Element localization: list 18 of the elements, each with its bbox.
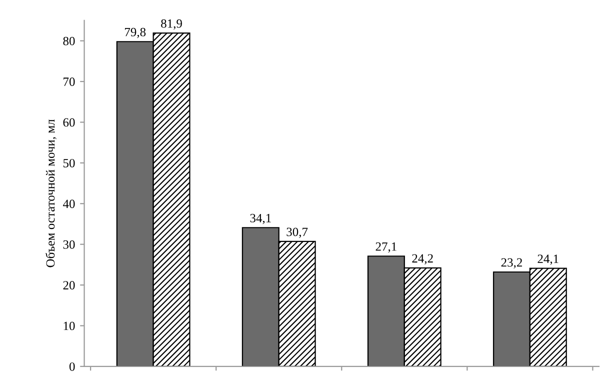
y-tick-label: 30 [63, 240, 75, 249]
y-axis-title: Объем остаточной мочи, мл [46, 119, 56, 268]
y-tick-label: 50 [63, 158, 75, 168]
y-tick-label: 20 [63, 281, 75, 290]
y-tick-label: 10 [64, 322, 75, 330]
data-label: 34,1 [250, 214, 271, 224]
data-label: 79,8 [125, 28, 146, 38]
data-label: 30,7 [286, 228, 308, 238]
y-tick-label: 60 [63, 118, 75, 127]
y-tick-label: 40 [62, 200, 75, 208]
y-tick-label: 70 [64, 78, 75, 86]
y-tick-label: 80 [63, 36, 75, 46]
data-label: 24,2 [412, 254, 433, 264]
data-label: 27,1 [376, 242, 396, 253]
data-label: 23,2 [501, 258, 522, 268]
data-label: 24,1 [538, 254, 558, 265]
data-label: 81,9 [161, 19, 182, 30]
y-tick-label: 0 [69, 362, 75, 371]
